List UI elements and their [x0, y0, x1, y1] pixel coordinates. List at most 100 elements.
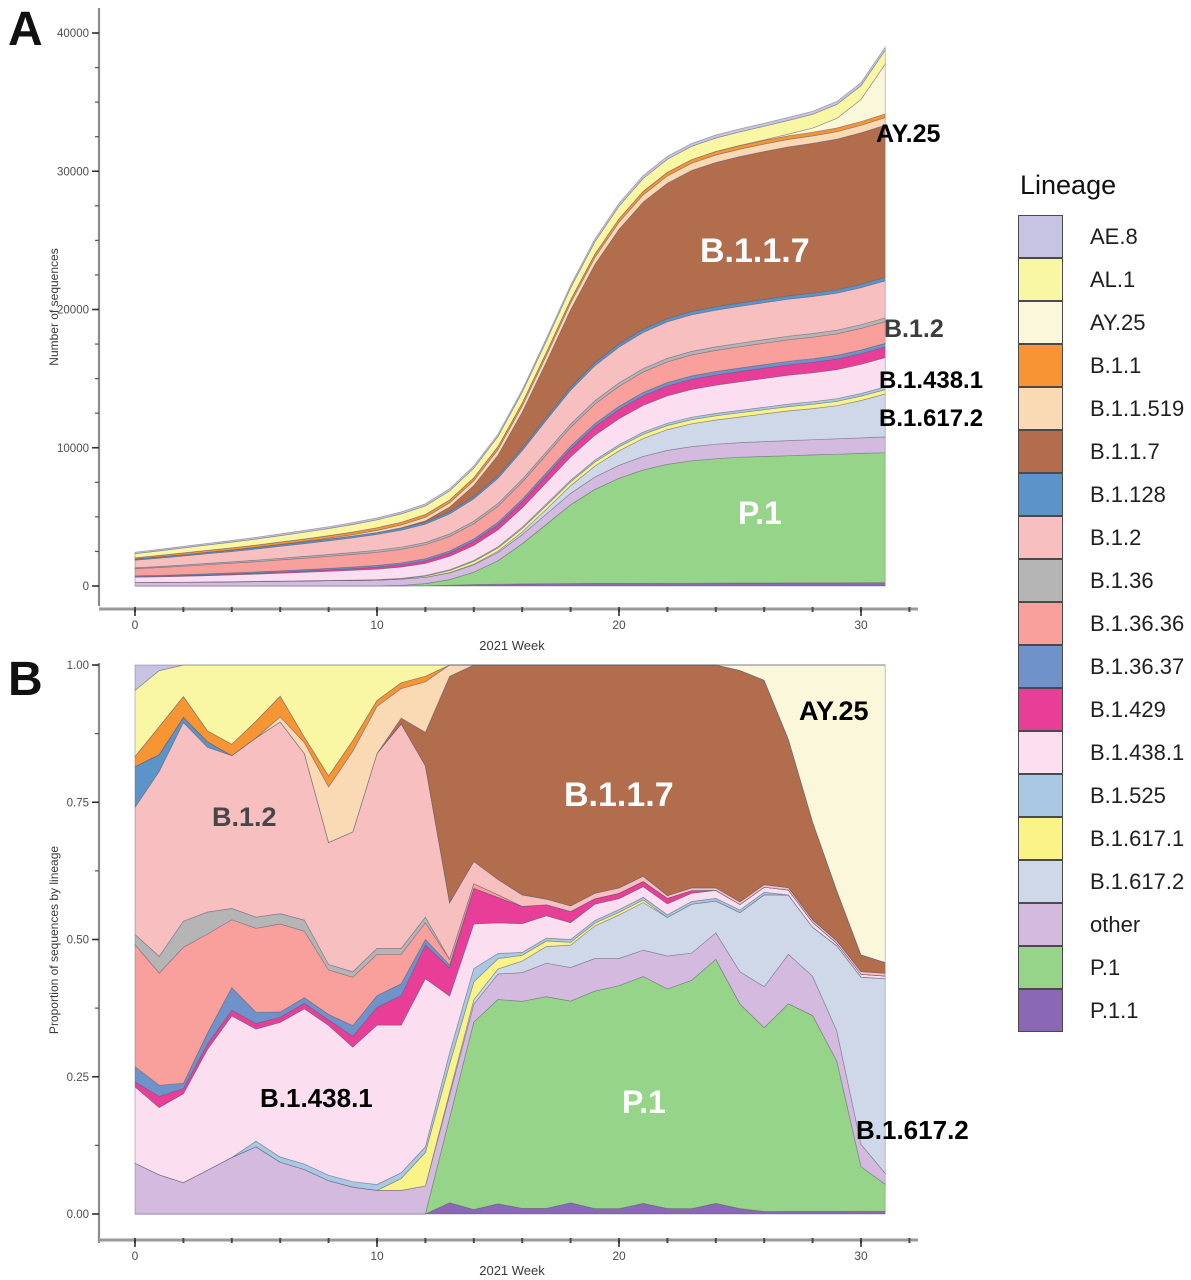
annotation-b16172: B.1.617.2 [856, 1115, 969, 1145]
svg-text:0.75: 0.75 [67, 797, 89, 809]
annotation-b14381: B.1.438.1 [879, 367, 984, 394]
legend-item: B.1.128 [1018, 472, 1184, 516]
legend-item: B.1.36 [1018, 558, 1184, 602]
annotation-p1: P.1 [738, 495, 782, 531]
svg-text:2021 Week: 2021 Week [479, 1263, 545, 1278]
legend-label: P.1 [1090, 954, 1121, 980]
legend-item: P.1.1 [1018, 988, 1184, 1032]
legend-item: B.1.525 [1018, 773, 1184, 817]
legend-item: other [1018, 902, 1184, 946]
legend-swatch-AL.1 [1018, 257, 1063, 301]
legend-item: B.1.429 [1018, 687, 1184, 731]
legend-label: B.1.36 [1090, 567, 1154, 593]
legend-swatch-AY.25 [1018, 300, 1063, 344]
svg-text:30000: 30000 [57, 166, 89, 178]
legend-label: AY.25 [1090, 309, 1146, 335]
svg-text:0.50: 0.50 [67, 935, 89, 947]
svg-text:40000: 40000 [57, 28, 89, 40]
svg-text:0.25: 0.25 [67, 1072, 89, 1084]
svg-text:1.00: 1.00 [67, 660, 89, 672]
svg-text:Proportion of sequences by lin: Proportion of sequences by lineage [47, 846, 61, 1034]
annotation-b12: B.1.2 [212, 802, 277, 832]
legend-item: B.1.1 [1018, 343, 1184, 387]
legend-swatch-AE.8 [1018, 214, 1063, 258]
legend-swatch-B.1.429 [1018, 687, 1063, 731]
svg-text:30: 30 [854, 1249, 868, 1263]
legend-swatch-other [1018, 902, 1063, 946]
legend-label: B.1.617.1 [1090, 825, 1185, 851]
legend-label: B.1.128 [1090, 481, 1166, 507]
svg-text:10: 10 [370, 618, 384, 632]
legend-item: B.1.36.37 [1018, 644, 1185, 688]
panel-b-label: B [8, 653, 43, 706]
svg-text:0: 0 [132, 618, 139, 632]
legend-label: other [1090, 911, 1141, 937]
legend-label: AE.8 [1090, 223, 1138, 249]
annotation-ay25: AY.25 [799, 696, 869, 726]
legend-swatch-B.1.1 [1018, 343, 1063, 387]
svg-text:20000: 20000 [57, 305, 89, 317]
annotation-b16172: B.1.617.2 [879, 405, 984, 432]
legend-item: P.1 [1018, 945, 1184, 989]
legend-item: AY.25 [1018, 300, 1184, 344]
legend-swatch-B.1.2 [1018, 515, 1063, 559]
area-band-AE.8 [134, 664, 886, 692]
legend-item: B.1.617.2 [1018, 859, 1185, 903]
legend-item: AE.8 [1018, 214, 1184, 258]
svg-text:Number of sequences: Number of sequences [47, 248, 61, 365]
annotation-b14381: B.1.438.1 [260, 1083, 373, 1113]
annotation-p1: P.1 [622, 1084, 666, 1120]
svg-text:0: 0 [132, 1249, 139, 1263]
svg-text:0: 0 [83, 581, 89, 593]
legend-label: B.1.525 [1090, 782, 1166, 808]
svg-text:10: 10 [370, 1249, 384, 1263]
lineage-legend: Lineage AE.8 AL.1 AY.25 B.1.1 B.1.1.519 B.1.1… [1018, 170, 1184, 1032]
annotation-b117: B.1.1.7 [700, 232, 810, 270]
legend-label: B.1.36.36 [1090, 610, 1185, 636]
legend-swatch-P.1 [1018, 945, 1063, 989]
legend-label: B.1.2 [1090, 524, 1142, 550]
legend-swatch-B.1.617.1 [1018, 816, 1063, 860]
legend-swatch-B.1.1.7 [1018, 429, 1063, 473]
legend-label: B.1.1.7 [1090, 438, 1160, 464]
chart-b-proportion-area: 0.00 0.25 0.50 0.75 1.00 0 10 20 30 2021 Week Prop… [47, 660, 918, 1278]
svg-text:20: 20 [612, 1249, 626, 1263]
legend-item: B.1.438.1 [1018, 730, 1185, 774]
legend-label: B.1.36.37 [1090, 653, 1185, 679]
svg-text:2021 Week: 2021 Week [479, 638, 545, 653]
legend-label: AL.1 [1090, 266, 1136, 292]
legend-label: B.1.438.1 [1090, 739, 1185, 765]
svg-text:0.00: 0.00 [67, 1209, 89, 1221]
annotation-b117: B.1.1.7 [564, 776, 674, 814]
annotation-ay25: AY.25 [876, 120, 941, 148]
legend-swatch-B.1.128 [1018, 472, 1063, 516]
legend-swatch-B.1.617.2 [1018, 859, 1063, 903]
panel-a-label: A [8, 3, 43, 56]
annotation-b12: B.1.2 [884, 315, 944, 343]
legend-item: B.1.36.36 [1018, 601, 1185, 645]
legend-swatch-P.1.1 [1018, 988, 1063, 1032]
legend-label: B.1.429 [1090, 696, 1166, 722]
legend-swatch-B.1.525 [1018, 773, 1063, 817]
chart-a-stacked-area: 0 10000 20000 30000 40000 0 10 20 30 2021 Week Num… [47, 8, 918, 653]
legend-item: B.1.1.519 [1018, 386, 1185, 430]
legend-swatch-B.1.1.519 [1018, 386, 1063, 430]
legend-swatch-B.1.36.37 [1018, 644, 1063, 688]
legend-title: Lineage [1020, 170, 1117, 200]
legend-item: B.1.2 [1018, 515, 1184, 559]
legend-swatch-B.1.36 [1018, 558, 1063, 602]
legend-item: B.1.1.7 [1018, 429, 1184, 473]
svg-text:20: 20 [612, 618, 626, 632]
svg-text:10000: 10000 [57, 443, 89, 455]
legend-label: B.1.617.2 [1090, 868, 1185, 894]
legend-swatch-B.1.438.1 [1018, 730, 1063, 774]
legend-swatch-B.1.36.36 [1018, 601, 1063, 645]
legend-label: P.1.1 [1090, 997, 1139, 1023]
legend-label: B.1.1.519 [1090, 395, 1185, 421]
legend-items: AE.8 AL.1 AY.25 B.1.1 B.1.1.519 B.1.1.7 B.1.12… [1018, 214, 1185, 1032]
legend-label: B.1.1 [1090, 352, 1142, 378]
area-band-AE.8 [134, 45, 886, 554]
legend-item: B.1.617.1 [1018, 816, 1185, 860]
svg-text:30: 30 [854, 618, 868, 632]
